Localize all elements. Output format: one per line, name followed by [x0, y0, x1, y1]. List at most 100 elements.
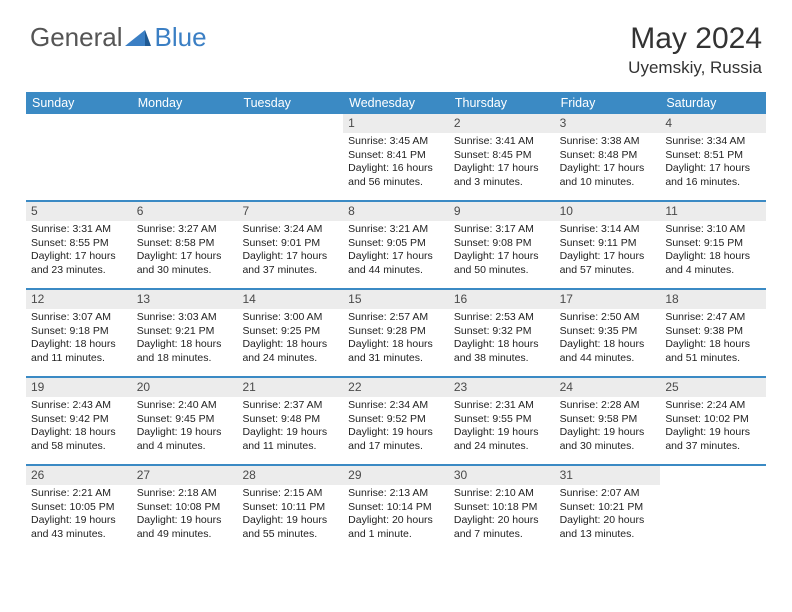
sunset-line: Sunset: 9:55 PM: [454, 413, 550, 426]
day-cell: 6 Sunrise: 3:27 AMSunset: 8:58 PMDaylight…: [132, 202, 238, 288]
day-number: 6: [132, 202, 238, 221]
day-body: Sunrise: 3:17 AMSunset: 9:08 PMDaylight:…: [449, 221, 555, 281]
sunset-line: Sunset: 10:08 PM: [137, 501, 233, 514]
sunset-line: Sunset: 8:51 PM: [665, 149, 761, 162]
day-cell: 30Sunrise: 2:10 AMSunset: 10:18 PMDaylig…: [449, 466, 555, 552]
day-number: 30: [449, 466, 555, 485]
daylight-line: Daylight: 16 hours and 56 minutes.: [348, 162, 444, 189]
day-number: 28: [237, 466, 343, 485]
sunset-line: Sunset: 8:41 PM: [348, 149, 444, 162]
sunset-line: Sunset: 10:02 PM: [665, 413, 761, 426]
sunset-line: Sunset: 10:05 PM: [31, 501, 127, 514]
sunset-line: Sunset: 9:45 PM: [137, 413, 233, 426]
day-body: Sunrise: 3:14 AMSunset: 9:11 PMDaylight:…: [555, 221, 661, 281]
daylight-line: Daylight: 18 hours and 11 minutes.: [31, 338, 127, 365]
header: General Blue May 2024 Uyemskiy, Russia: [0, 0, 792, 86]
week-row: 26Sunrise: 2:21 AMSunset: 10:05 PMDaylig…: [26, 464, 766, 552]
sunset-line: Sunset: 9:15 PM: [665, 237, 761, 250]
week-row: 19Sunrise: 2:43 AMSunset: 9:42 PMDayligh…: [26, 376, 766, 464]
day-number: 8: [343, 202, 449, 221]
daylight-line: Daylight: 19 hours and 17 minutes.: [348, 426, 444, 453]
sunrise-line: Sunrise: 2:13 AM: [348, 487, 444, 500]
daylight-line: Daylight: 19 hours and 55 minutes.: [242, 514, 338, 541]
day-body: Sunrise: 2:31 AMSunset: 9:55 PMDaylight:…: [449, 397, 555, 457]
sunrise-line: Sunrise: 2:10 AM: [454, 487, 550, 500]
empty-cell: [26, 114, 132, 200]
day-cell: 23Sunrise: 2:31 AMSunset: 9:55 PMDayligh…: [449, 378, 555, 464]
daylight-line: Daylight: 17 hours and 57 minutes.: [560, 250, 656, 277]
day-number: 10: [555, 202, 661, 221]
sunrise-line: Sunrise: 3:17 AM: [454, 223, 550, 236]
daylight-line: Daylight: 20 hours and 13 minutes.: [560, 514, 656, 541]
sunrise-line: Sunrise: 2:40 AM: [137, 399, 233, 412]
sunrise-line: Sunrise: 3:07 AM: [31, 311, 127, 324]
day-number: 23: [449, 378, 555, 397]
sunrise-line: Sunrise: 3:21 AM: [348, 223, 444, 236]
sunrise-line: Sunrise: 2:47 AM: [665, 311, 761, 324]
day-number: 4: [660, 114, 766, 133]
day-body: Sunrise: 2:10 AMSunset: 10:18 PMDaylight…: [449, 485, 555, 545]
sunset-line: Sunset: 9:38 PM: [665, 325, 761, 338]
sunset-line: Sunset: 9:08 PM: [454, 237, 550, 250]
week-row: 12Sunrise: 3:07 AMSunset: 9:18 PMDayligh…: [26, 288, 766, 376]
daylight-line: Daylight: 18 hours and 44 minutes.: [560, 338, 656, 365]
sunrise-line: Sunrise: 3:10 AM: [665, 223, 761, 236]
sunrise-line: Sunrise: 2:53 AM: [454, 311, 550, 324]
day-cell: 18Sunrise: 2:47 AMSunset: 9:38 PMDayligh…: [660, 290, 766, 376]
day-number: 3: [555, 114, 661, 133]
sunset-line: Sunset: 9:18 PM: [31, 325, 127, 338]
daylight-line: Daylight: 18 hours and 31 minutes.: [348, 338, 444, 365]
daylight-line: Daylight: 19 hours and 11 minutes.: [242, 426, 338, 453]
weekday-row: SundayMondayTuesdayWednesdayThursdayFrid…: [26, 92, 766, 114]
sunset-line: Sunset: 8:48 PM: [560, 149, 656, 162]
sunrise-line: Sunrise: 3:34 AM: [665, 135, 761, 148]
day-body: Sunrise: 3:38 AMSunset: 8:48 PMDaylight:…: [555, 133, 661, 193]
day-number: 18: [660, 290, 766, 309]
sunrise-line: Sunrise: 3:41 AM: [454, 135, 550, 148]
sunrise-line: Sunrise: 3:00 AM: [242, 311, 338, 324]
brand-logo: General Blue: [30, 22, 207, 53]
sunset-line: Sunset: 9:42 PM: [31, 413, 127, 426]
sunrise-line: Sunrise: 3:38 AM: [560, 135, 656, 148]
day-body: Sunrise: 2:34 AMSunset: 9:52 PMDaylight:…: [343, 397, 449, 457]
day-body: Sunrise: 3:07 AMSunset: 9:18 PMDaylight:…: [26, 309, 132, 369]
sunset-line: Sunset: 9:32 PM: [454, 325, 550, 338]
day-cell: 9Sunrise: 3:17 AMSunset: 9:08 PMDaylight…: [449, 202, 555, 288]
daylight-line: Daylight: 17 hours and 23 minutes.: [31, 250, 127, 277]
day-body: Sunrise: 3:41 AMSunset: 8:45 PMDaylight:…: [449, 133, 555, 193]
sunrise-line: Sunrise: 2:34 AM: [348, 399, 444, 412]
sunset-line: Sunset: 9:58 PM: [560, 413, 656, 426]
empty-cell: [660, 466, 766, 552]
week-row: 5Sunrise: 3:31 AMSunset: 8:55 PMDaylight…: [26, 200, 766, 288]
sunrise-line: Sunrise: 3:27 AM: [137, 223, 233, 236]
daylight-line: Daylight: 19 hours and 4 minutes.: [137, 426, 233, 453]
day-body: Sunrise: 2:43 AMSunset: 9:42 PMDaylight:…: [26, 397, 132, 457]
empty-cell: [132, 114, 238, 200]
brand-part2: Blue: [155, 22, 207, 53]
weekday-header: Wednesday: [343, 92, 449, 114]
daylight-line: Daylight: 19 hours and 49 minutes.: [137, 514, 233, 541]
day-cell: 27Sunrise: 2:18 AMSunset: 10:08 PMDaylig…: [132, 466, 238, 552]
day-number: 9: [449, 202, 555, 221]
day-body: Sunrise: 3:34 AMSunset: 8:51 PMDaylight:…: [660, 133, 766, 193]
sunset-line: Sunset: 9:25 PM: [242, 325, 338, 338]
sunset-line: Sunset: 9:35 PM: [560, 325, 656, 338]
month-title: May 2024: [628, 22, 762, 56]
day-body: Sunrise: 3:24 AMSunset: 9:01 PMDaylight:…: [237, 221, 343, 281]
day-cell: 11Sunrise: 3:10 AMSunset: 9:15 PMDayligh…: [660, 202, 766, 288]
sunset-line: Sunset: 10:11 PM: [242, 501, 338, 514]
daylight-line: Daylight: 17 hours and 50 minutes.: [454, 250, 550, 277]
day-number: 20: [132, 378, 238, 397]
daylight-line: Daylight: 17 hours and 30 minutes.: [137, 250, 233, 277]
day-cell: 2Sunrise: 3:41 AMSunset: 8:45 PMDaylight…: [449, 114, 555, 200]
day-body: Sunrise: 2:37 AMSunset: 9:48 PMDaylight:…: [237, 397, 343, 457]
sunset-line: Sunset: 8:58 PM: [137, 237, 233, 250]
day-cell: 22Sunrise: 2:34 AMSunset: 9:52 PMDayligh…: [343, 378, 449, 464]
empty-cell: [237, 114, 343, 200]
day-cell: 19Sunrise: 2:43 AMSunset: 9:42 PMDayligh…: [26, 378, 132, 464]
daylight-line: Daylight: 17 hours and 37 minutes.: [242, 250, 338, 277]
day-cell: 21Sunrise: 2:37 AMSunset: 9:48 PMDayligh…: [237, 378, 343, 464]
day-number: 17: [555, 290, 661, 309]
day-body: Sunrise: 3:45 AMSunset: 8:41 PMDaylight:…: [343, 133, 449, 193]
daylight-line: Daylight: 18 hours and 24 minutes.: [242, 338, 338, 365]
